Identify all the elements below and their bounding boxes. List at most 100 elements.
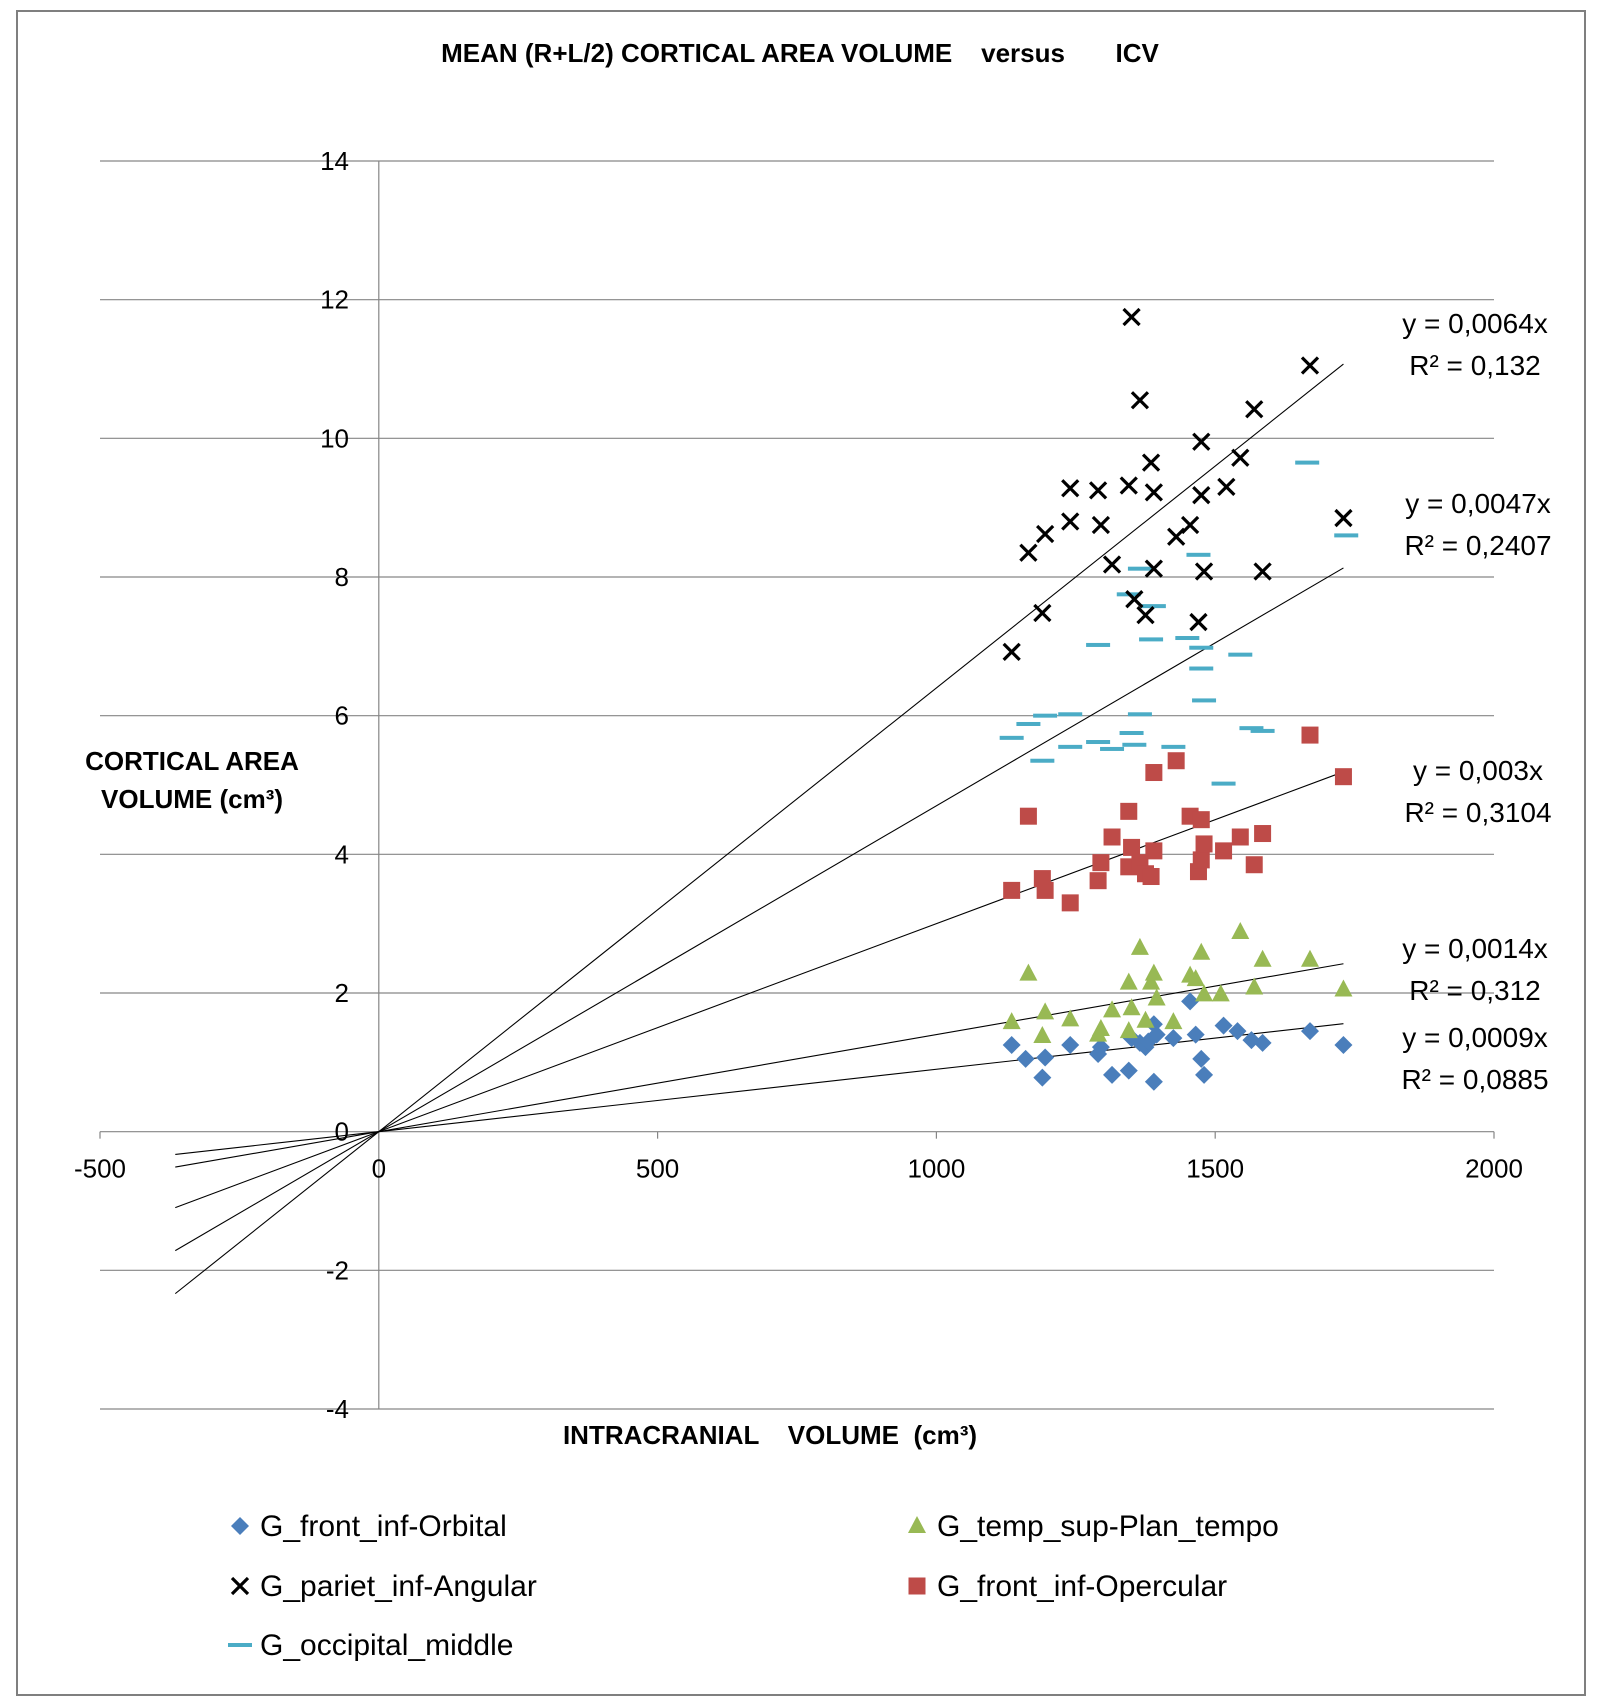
data-point [1102, 555, 1122, 574]
trendline-G_temp_sup-Plan_tempo [175, 963, 1344, 1168]
grid-lines [100, 160, 1494, 1410]
data-point [1217, 477, 1236, 496]
trendline-equation: y = 0,0047x [1405, 488, 1551, 519]
data-point [1123, 838, 1141, 856]
data-point [1164, 1012, 1183, 1030]
data-point [1141, 453, 1161, 472]
data-point [1103, 1000, 1122, 1018]
data-point [1127, 566, 1152, 571]
trendline-equation: y = 0,0009x [1402, 1022, 1548, 1053]
data-point [1192, 811, 1210, 829]
data-point [1144, 559, 1163, 578]
data-point [1033, 603, 1052, 623]
chart-frame [16, 10, 1586, 1696]
data-point [1334, 979, 1353, 997]
data-point [1194, 562, 1214, 581]
data-point [1058, 712, 1083, 717]
legend-label: G_front_inf-Orbital [260, 1510, 507, 1543]
trendline-G_front_inf-Orbital [175, 1023, 1344, 1155]
y-tick-label: 8 [335, 562, 349, 592]
data-point [1250, 728, 1275, 733]
data-point [1192, 486, 1211, 505]
data-point [1231, 448, 1250, 467]
data-point [1103, 828, 1121, 846]
data-point [1122, 742, 1147, 747]
data-point [1036, 1048, 1055, 1067]
x-tick-label: 2000 [1465, 1154, 1523, 1184]
data-point [1334, 1036, 1353, 1054]
data-point [1091, 1019, 1110, 1037]
data-point [1003, 881, 1021, 899]
data-point [1186, 1025, 1205, 1044]
data-point [1089, 872, 1107, 890]
data-point [1036, 1002, 1055, 1020]
data-point [1136, 606, 1155, 625]
y-tick-label: 4 [335, 839, 349, 869]
data-point [1033, 1025, 1052, 1043]
legend-label: G_temp_sup-Plan_tempo [937, 1510, 1279, 1543]
trendline-equation: y = 0,0014x [1402, 933, 1548, 964]
data-point [1016, 1049, 1035, 1068]
legend-marker [908, 1516, 926, 1533]
data-point [1136, 1010, 1155, 1028]
data-point [1061, 894, 1079, 912]
legend-item: G_pariet_inf-Angular [230, 1570, 537, 1603]
data-point [1092, 854, 1110, 872]
data-point [1061, 1009, 1080, 1027]
data-point [1192, 851, 1210, 869]
legend-item: G_front_inf-Orbital [231, 1510, 507, 1543]
data-point [1195, 1065, 1214, 1084]
trendline-r-squared: R² = 0,0885 [1401, 1064, 1548, 1095]
data-point [1228, 1022, 1247, 1041]
data-point [1019, 543, 1038, 562]
data-point [1100, 746, 1125, 751]
data-point [1002, 1036, 1021, 1054]
data-point [1058, 744, 1083, 749]
data-point [1019, 807, 1037, 825]
data-point [1019, 963, 1038, 981]
data-point [1167, 752, 1185, 770]
data-point [999, 735, 1024, 740]
tick-labels: -4 -2 0 2 4 6 8 10 12 14 -500 0 500 1000 1500 2000 [74, 146, 1523, 1424]
data-point [1301, 726, 1319, 744]
trendline-G_front_inf-Opercular [175, 771, 1344, 1209]
data-point [1139, 637, 1164, 642]
y-axis-title-line-2: VOLUME (cm³) [101, 784, 283, 814]
data-point [1142, 972, 1161, 990]
data-point [1239, 726, 1264, 731]
x-tick-label: 500 [636, 1154, 679, 1184]
data-point [1300, 356, 1320, 375]
trendline-G_pariet_inf-Angular [174, 363, 1344, 1295]
data-point [1195, 835, 1213, 853]
y-tick-label: 0 [335, 1117, 349, 1147]
trendline-r-squared: R² = 0,2407 [1404, 530, 1551, 561]
data-point [1192, 698, 1217, 703]
legend-marker [231, 1517, 249, 1535]
x-tick-label: -500 [74, 1154, 126, 1184]
data-point [1181, 992, 1200, 1011]
trendline-equation: y = 0,0064x [1402, 308, 1548, 339]
data-point [1061, 512, 1080, 531]
data-point [1334, 533, 1359, 538]
data-point [1119, 972, 1138, 990]
data-point [1215, 842, 1233, 860]
data-point [1245, 856, 1263, 874]
data-point [1231, 828, 1249, 846]
data-point [1016, 721, 1041, 726]
data-point [1119, 731, 1144, 735]
x-tick-label: 0 [372, 1154, 386, 1184]
data-point [1161, 744, 1186, 749]
data-point [1127, 712, 1152, 717]
y-tick-label: -2 [326, 1255, 349, 1285]
data-point [1253, 949, 1272, 967]
legend-label: G_pariet_inf-Angular [260, 1570, 537, 1603]
data-point [1192, 432, 1211, 451]
data-point [1142, 868, 1160, 886]
data-point [1334, 768, 1352, 786]
data-point [1033, 713, 1058, 718]
y-axis-title-line-1: CORTICAL AREA [85, 746, 299, 776]
legend-marker [228, 1643, 252, 1647]
trendline-r-squared: R² = 0,132 [1409, 350, 1541, 381]
data-point [1130, 391, 1150, 410]
trendline-r-squared: R² = 0,3104 [1404, 797, 1551, 828]
